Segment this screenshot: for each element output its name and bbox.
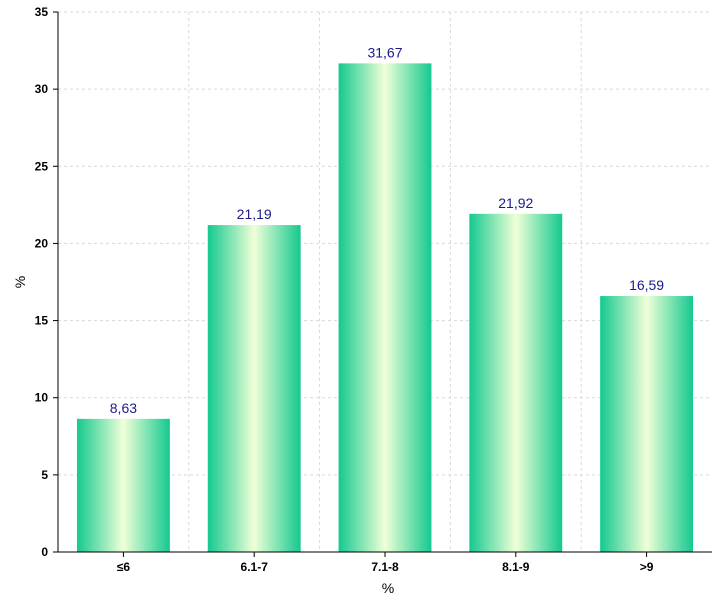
y-tick-label: 25 (35, 159, 49, 173)
data-labels: 8,63 21,19 31,67 21,92 16,59 (110, 44, 665, 415)
x-tick-labels: ≤6 6.1-7 7.1-8 8.1-9 >9 (117, 560, 654, 574)
x-axis-label: % (382, 580, 394, 596)
x-tick-label: 8.1-9 (502, 560, 530, 574)
x-tick-label: 7.1-8 (371, 560, 399, 574)
bar (600, 296, 694, 552)
y-tick-label: 10 (35, 391, 49, 405)
y-tick-label: 20 (35, 236, 49, 250)
x-tick-label: 6.1-7 (241, 560, 269, 574)
x-tick-label: >9 (640, 560, 654, 574)
y-tick-label: 30 (35, 82, 49, 96)
y-tick-label: 35 (35, 5, 49, 19)
y-tick-labels: 0 5 10 15 20 25 30 35 (35, 5, 49, 559)
y-tick-label: 0 (41, 545, 48, 559)
data-label: 31,67 (367, 44, 402, 60)
y-axis-label: % (12, 276, 28, 288)
y-tick-label: 15 (35, 314, 49, 328)
data-label: 21,19 (237, 206, 272, 222)
bar (76, 418, 170, 552)
bar (338, 63, 432, 553)
x-tick-label: ≤6 (117, 560, 131, 574)
bars (76, 63, 694, 553)
data-label: 21,92 (498, 195, 533, 211)
data-label: 16,59 (629, 277, 664, 293)
bar (469, 213, 563, 552)
data-label: 8,63 (110, 400, 137, 416)
axes (53, 11, 712, 557)
bar (207, 225, 301, 552)
y-tick-label: 5 (41, 468, 48, 482)
